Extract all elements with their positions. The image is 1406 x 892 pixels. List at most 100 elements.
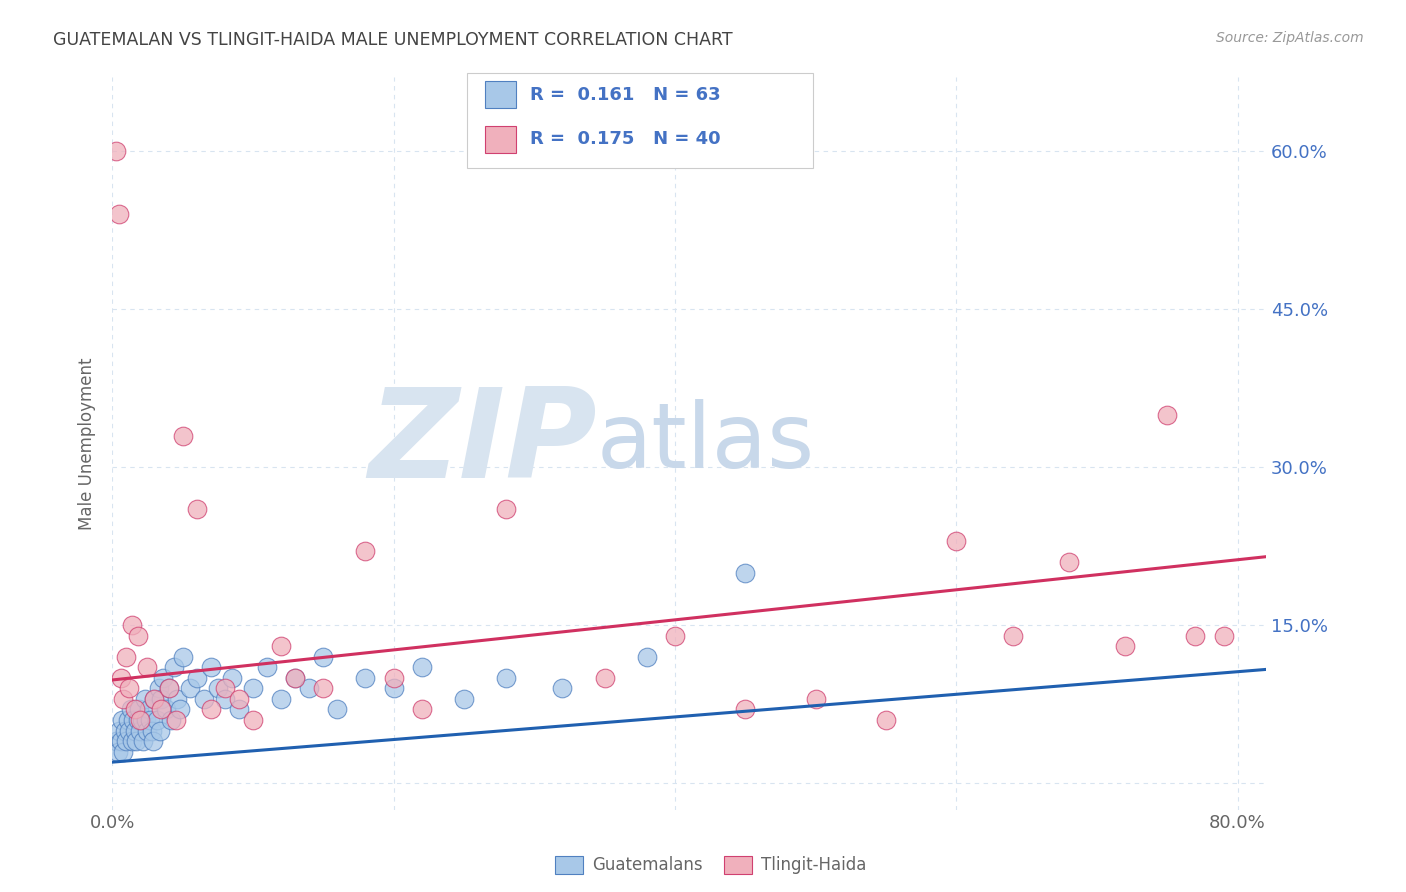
Point (354, 671, 377, 685)
Point (110, 734, 132, 748)
Point (1156, 408, 1178, 422)
Point (256, 660, 278, 674)
Point (1212, 629, 1234, 643)
Text: ZIP: ZIP (368, 383, 596, 504)
Point (105, 734, 128, 748)
Point (228, 702, 250, 716)
Point (139, 713, 162, 727)
Point (143, 692, 166, 706)
Point (112, 745, 135, 759)
Point (111, 713, 134, 727)
Point (382, 681, 405, 696)
Point (112, 692, 135, 706)
Point (312, 649, 335, 664)
Point (115, 734, 138, 748)
Point (1001, 629, 1024, 643)
Point (108, 207, 131, 221)
Point (166, 692, 188, 706)
Point (636, 649, 658, 664)
Point (132, 734, 155, 748)
Point (163, 660, 186, 674)
Point (114, 723, 136, 738)
Point (169, 702, 191, 716)
Point (495, 671, 517, 685)
Point (200, 660, 222, 674)
Point (172, 428, 194, 442)
Point (228, 692, 250, 706)
Point (124, 723, 146, 738)
Point (284, 671, 307, 685)
Point (136, 660, 159, 674)
Point (142, 734, 165, 748)
Point (214, 692, 236, 706)
Point (214, 681, 236, 696)
Text: Tlingit-Haida: Tlingit-Haida (761, 856, 866, 874)
Point (131, 713, 153, 727)
Point (121, 734, 143, 748)
Point (875, 713, 897, 727)
Point (298, 681, 321, 696)
Point (179, 681, 201, 696)
Point (734, 702, 756, 716)
Point (118, 681, 141, 696)
Point (804, 692, 827, 706)
Point (193, 692, 215, 706)
Point (945, 533, 967, 548)
Point (354, 544, 377, 558)
Point (453, 692, 475, 706)
Point (221, 671, 243, 685)
Point (326, 702, 349, 716)
Point (115, 649, 138, 664)
Point (138, 702, 160, 716)
Text: R =  0.161   N = 63: R = 0.161 N = 63 (530, 86, 721, 103)
Point (150, 702, 173, 716)
Point (134, 692, 156, 706)
Point (125, 734, 148, 748)
Point (118, 723, 141, 738)
Point (200, 702, 222, 716)
Point (495, 502, 517, 516)
Point (143, 692, 166, 706)
Point (127, 629, 149, 643)
Point (129, 713, 152, 727)
Point (124, 702, 146, 716)
Point (165, 713, 187, 727)
Point (411, 660, 433, 674)
Point (152, 671, 174, 685)
Point (270, 640, 292, 654)
Point (284, 671, 307, 685)
Point (207, 681, 229, 696)
Point (148, 681, 170, 696)
Point (551, 681, 574, 696)
Point (129, 723, 152, 738)
Point (110, 671, 132, 685)
Point (135, 713, 157, 727)
Point (120, 702, 142, 716)
Point (105, 144, 128, 158)
Point (411, 702, 433, 716)
Point (122, 713, 145, 727)
Point (1057, 555, 1080, 569)
Point (136, 723, 159, 738)
Point (186, 671, 208, 685)
Point (242, 713, 264, 727)
Point (150, 692, 173, 706)
Point (155, 702, 177, 716)
Text: GUATEMALAN VS TLINGIT-HAIDA MALE UNEMPLOYMENT CORRELATION CHART: GUATEMALAN VS TLINGIT-HAIDA MALE UNEMPLO… (53, 31, 733, 49)
Point (146, 713, 169, 727)
Text: Source: ZipAtlas.com: Source: ZipAtlas.com (1216, 31, 1364, 45)
Point (141, 723, 163, 738)
Point (160, 713, 183, 727)
Point (157, 681, 180, 696)
Point (242, 681, 264, 696)
Point (270, 692, 292, 706)
Point (172, 649, 194, 664)
Point (127, 713, 149, 727)
Point (186, 502, 208, 516)
Point (149, 723, 172, 738)
Point (1184, 629, 1206, 643)
Point (664, 629, 686, 643)
Point (157, 681, 180, 696)
Point (107, 745, 129, 759)
Text: R =  0.175   N = 40: R = 0.175 N = 40 (530, 130, 721, 148)
